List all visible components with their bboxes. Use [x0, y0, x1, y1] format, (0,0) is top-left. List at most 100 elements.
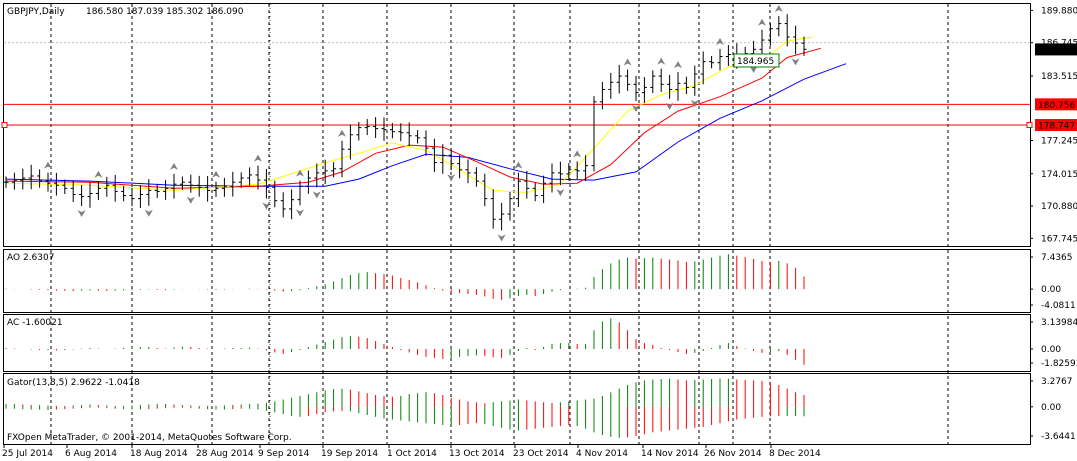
y-tick-label: 7.4365: [1041, 253, 1073, 263]
fractal-markers: [44, 5, 800, 242]
y-tick-label: 189.880: [1041, 6, 1077, 16]
price-bar: [784, 14, 790, 47]
gator-pane[interactable]: [3, 373, 1031, 445]
y-tick-label: 167.745: [1041, 234, 1077, 244]
price-bar: [490, 189, 496, 229]
fractal-down-icon: [312, 191, 321, 199]
price-bar: [658, 68, 664, 92]
price-bar: [675, 72, 681, 101]
annotation-value: 184.965: [737, 57, 774, 67]
price-label-box: [1035, 98, 1077, 111]
price-bar: [431, 138, 437, 172]
level-handle: [1, 122, 8, 129]
ao-pane[interactable]: [3, 249, 1031, 313]
horizontal-levels[interactable]: [1, 103, 1033, 129]
price-bar: [62, 179, 68, 194]
price-bar: [188, 174, 194, 193]
x-tick-label: 23 Oct 2014: [513, 449, 569, 459]
price-bar: [272, 180, 278, 208]
ac-histogram: [5, 318, 805, 365]
price-bar: [566, 163, 572, 181]
fractal-down-icon: [690, 99, 699, 107]
price-bar: [280, 192, 286, 218]
x-tick-label: 4 Nov 2014: [576, 449, 628, 459]
y-tick-label: 174.015: [1041, 170, 1077, 180]
ohlc-readout: 186.580 187.039 185.302 186.090: [86, 7, 244, 17]
price-bar: [347, 124, 353, 160]
price-bar: [146, 179, 152, 206]
price-bar: [322, 159, 328, 185]
price-bar: [263, 168, 269, 199]
price-bar: [289, 189, 295, 220]
price-bar: [205, 176, 211, 202]
price-bar: [389, 123, 395, 139]
price-bar: [213, 181, 219, 197]
price-bar: [79, 185, 85, 206]
y-tick-label: 170.880: [1041, 202, 1077, 212]
fractal-down-icon: [144, 209, 153, 217]
y-tick-label: -4.0811: [1041, 301, 1076, 311]
ao-title: AO 2.6307: [7, 253, 54, 263]
price-bar: [112, 174, 118, 202]
fractal-up-icon: [296, 169, 304, 177]
price-bar: [633, 75, 639, 102]
price-bar: [541, 175, 547, 204]
fractal-up-icon: [623, 58, 632, 66]
price-bar: [28, 164, 34, 190]
price-bar: [717, 49, 723, 71]
fractal-down-icon: [749, 65, 758, 73]
price-label-box: [1035, 119, 1077, 132]
fractal-down-icon: [262, 202, 271, 210]
ac-pane[interactable]: [3, 314, 1031, 372]
y-tick-label: 0.00: [1041, 403, 1061, 413]
price-bar: [238, 172, 244, 188]
fractal-down-icon: [632, 105, 640, 113]
price-bar: [247, 167, 253, 186]
fractal-up-icon: [94, 170, 103, 178]
price-bar: [230, 171, 236, 197]
price-bar: [423, 130, 429, 156]
price-bar: [641, 77, 647, 103]
x-tick-label: 19 Sep 2014: [321, 449, 378, 459]
price-bar: [104, 176, 110, 197]
price-bar: [583, 155, 589, 182]
grid-lines: [4, 4, 1030, 444]
level-handle: [1026, 122, 1033, 129]
price-bar: [95, 181, 101, 201]
price-bar: [616, 64, 622, 94]
price-bar: [650, 70, 656, 94]
ac-title: AC -1.60021: [7, 318, 63, 328]
price-bar: [793, 25, 799, 55]
x-tick-label: 6 Aug 2014: [65, 449, 117, 459]
price-bar: [591, 96, 597, 172]
price-bar: [532, 182, 538, 202]
price-bar: [440, 144, 446, 174]
price-bar: [154, 183, 160, 199]
price-bar: [137, 185, 143, 209]
fractal-up-icon: [657, 57, 666, 65]
price-bar: [599, 81, 605, 110]
price-bar: [37, 169, 43, 188]
price-bar: [129, 188, 135, 207]
x-tick-label: 18 Aug 2014: [130, 449, 188, 459]
price-bar: [331, 162, 337, 178]
price-bar: [196, 175, 202, 197]
price-bar: [776, 16, 782, 37]
price-bar: [3, 176, 9, 188]
price-axis[interactable]: 189.880186.745183.515177.245174.015170.8…: [1030, 6, 1077, 442]
fractal-up-icon: [254, 154, 262, 162]
fractal-up-icon: [170, 162, 178, 170]
price-bar: [767, 23, 773, 46]
price-bar: [725, 45, 731, 66]
time-axis[interactable]: 25 Jul 2014 6 Aug 2014 18 Aug 2014 28 Aug 2…: [2, 444, 821, 459]
fractal-down-icon: [77, 209, 86, 217]
price-bar: [305, 170, 311, 194]
y-tick-label: 0.00: [1041, 285, 1061, 295]
x-tick-label: 13 Oct 2014: [449, 449, 505, 459]
price-bar: [683, 76, 689, 95]
price-bar: [53, 172, 59, 196]
price-label: 180.756: [1038, 101, 1075, 111]
price-annotation[interactable]: 184.965: [733, 53, 780, 68]
